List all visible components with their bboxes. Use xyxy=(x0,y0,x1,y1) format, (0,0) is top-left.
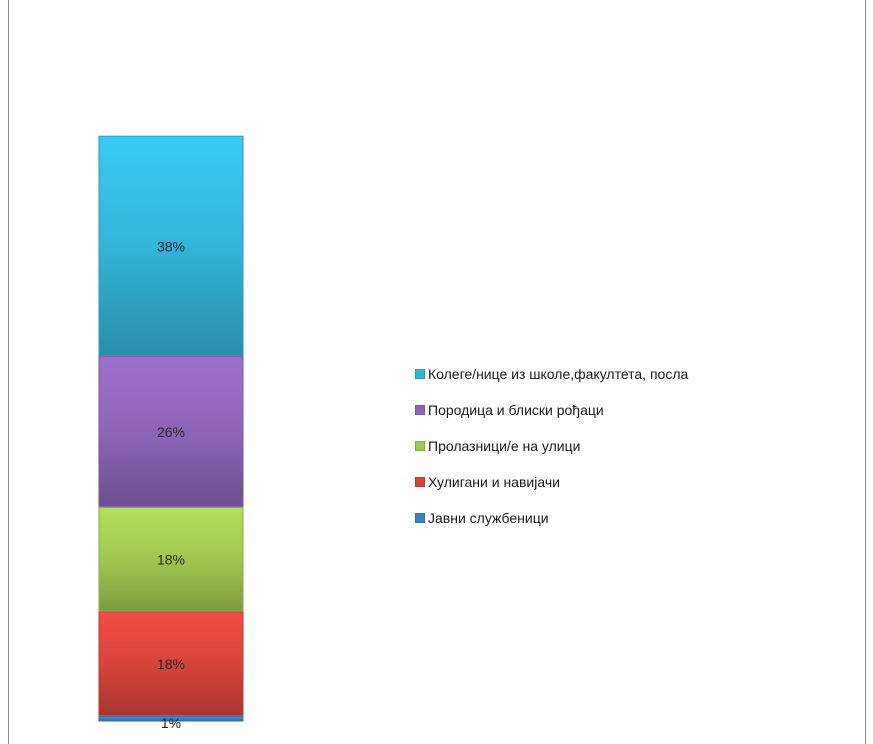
legend-label: Пролазници/е на улици xyxy=(428,438,581,454)
chart-legend: Колеге/нице из школе,факултета, посла По… xyxy=(415,356,688,536)
chart-frame xyxy=(8,0,866,744)
legend-item: Пролазници/е на улици xyxy=(415,428,688,464)
legend-label: Породица и блиски рођаци xyxy=(428,402,604,418)
legend-item: Породица и блиски рођаци xyxy=(415,392,688,428)
legend-swatch xyxy=(415,441,425,451)
bar-segment xyxy=(98,715,244,722)
legend-swatch xyxy=(415,513,425,523)
bar-segment xyxy=(98,135,244,357)
bar-segment xyxy=(98,506,244,612)
legend-swatch xyxy=(415,405,425,415)
legend-item: Јавни службеници xyxy=(415,500,688,536)
legend-label: Јавни службеници xyxy=(428,510,549,526)
bar-segment xyxy=(98,356,244,507)
data-label: 18% xyxy=(157,552,185,568)
bar-segment xyxy=(98,611,244,716)
data-label: 38% xyxy=(157,238,185,254)
legend-label: Колеге/нице из школе,факултета, посла xyxy=(428,366,689,382)
legend-item: Колеге/нице из школе,факултета, посла xyxy=(415,356,688,392)
data-label: 18% xyxy=(157,656,185,672)
legend-item: Хулигани и навијачи xyxy=(415,464,688,500)
legend-swatch xyxy=(415,369,425,379)
legend-swatch xyxy=(415,477,425,487)
bar-stack xyxy=(98,135,244,722)
data-labels: 1% 18% 18% 26% 38% xyxy=(157,238,185,731)
legend-label: Хулигани и навијачи xyxy=(428,474,560,490)
data-label: 26% xyxy=(157,424,185,440)
data-label: 1% xyxy=(161,715,181,731)
